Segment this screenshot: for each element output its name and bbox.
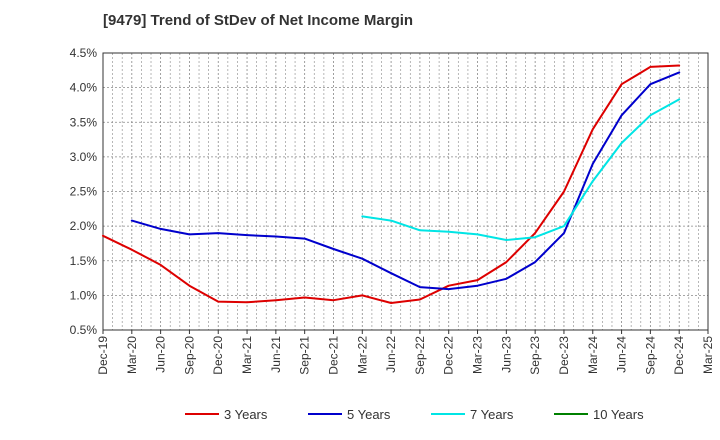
x-tick-label: Dec-21 bbox=[326, 336, 340, 375]
legend-label: 3 Years bbox=[224, 407, 268, 422]
x-tick-label: Sep-24 bbox=[643, 336, 657, 375]
x-tick-label: Dec-24 bbox=[672, 336, 686, 375]
x-tick-label: Jun-21 bbox=[269, 336, 283, 373]
x-tick-label: Sep-22 bbox=[413, 336, 427, 375]
x-tick-label: Mar-25 bbox=[701, 336, 715, 374]
x-tick-label: Sep-20 bbox=[182, 336, 196, 375]
y-tick-label: 1.0% bbox=[70, 288, 98, 302]
y-tick-label: 3.0% bbox=[70, 150, 98, 164]
x-tick-label: Dec-19 bbox=[96, 336, 110, 375]
legend-label: 5 Years bbox=[347, 407, 391, 422]
y-tick-label: 4.5% bbox=[70, 46, 98, 60]
x-tick-label: Mar-24 bbox=[586, 336, 600, 374]
series-lines bbox=[102, 64, 681, 304]
x-tick-label: Jun-20 bbox=[154, 336, 168, 373]
y-tick-label: 2.0% bbox=[70, 219, 98, 233]
x-tick-label: Mar-21 bbox=[240, 336, 254, 374]
legend: 3 Years 5 Years 7 Years 10 Years bbox=[185, 407, 644, 422]
x-tick-label: Dec-22 bbox=[442, 336, 456, 375]
x-tick-label: Dec-23 bbox=[557, 336, 571, 375]
plot-border bbox=[102, 52, 709, 331]
y-tick-label: 4.0% bbox=[70, 81, 98, 95]
x-tick-label: Mar-22 bbox=[355, 336, 369, 374]
series-line-5-years bbox=[130, 71, 681, 291]
axes: 0.5% 1.0% 1.5% 2.0% 2.5% 3.0% 3.5% 4.0% 4.5% Dec-… bbox=[70, 46, 715, 375]
x-tick-label: Sep-23 bbox=[528, 336, 542, 375]
y-tick-label: 1.5% bbox=[70, 254, 98, 268]
chart-title: [9479] Trend of StDev of Net Income Marg… bbox=[103, 12, 414, 29]
legend-label: 7 Years bbox=[470, 407, 514, 422]
x-tick-label: Mar-23 bbox=[471, 336, 485, 374]
series-line-3-years bbox=[102, 64, 681, 304]
y-tick-label: 0.5% bbox=[70, 323, 98, 337]
legend-label: 10 Years bbox=[593, 407, 644, 422]
x-tick-label: Dec-20 bbox=[211, 336, 225, 375]
x-tick-label: Jun-23 bbox=[499, 336, 513, 373]
x-tick-label: Mar-20 bbox=[125, 336, 139, 374]
x-tick-label: Jun-24 bbox=[615, 336, 629, 373]
y-tick-label: 2.5% bbox=[70, 185, 98, 199]
x-tick-label: Jun-22 bbox=[384, 336, 398, 373]
series-line-7-years bbox=[361, 98, 681, 241]
x-tick-label: Sep-21 bbox=[298, 336, 312, 375]
y-tick-label: 3.5% bbox=[70, 115, 98, 129]
